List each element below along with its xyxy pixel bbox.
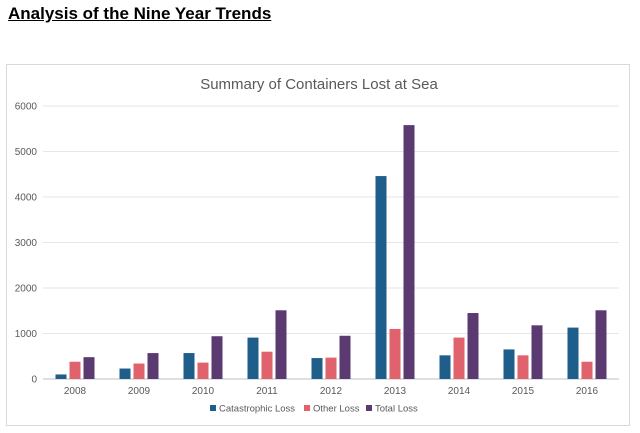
bar-other-loss-2011: [261, 351, 273, 379]
bar-catastrophic-loss-2015: [503, 349, 515, 379]
bar-other-loss-2010: [197, 362, 209, 379]
bar-total-loss-2010: [211, 336, 223, 379]
y-tick-label: 1000: [15, 329, 38, 340]
bar-other-loss-2012: [325, 357, 337, 379]
bar-total-loss-2015: [531, 325, 543, 379]
x-axis-ticks: 2008 2009 2010 2011 2012 2013 2014 2015 2016: [64, 386, 599, 397]
legend: Catastrophic Loss Other Loss Total Loss: [210, 404, 418, 415]
x-tick-label: 2010: [192, 386, 215, 397]
x-tick-label: 2011: [256, 386, 278, 397]
y-tick-label: 4000: [15, 193, 38, 204]
page-heading: Analysis of the Nine Year Trends: [8, 4, 272, 23]
bar-total-loss-2008: [83, 357, 95, 379]
bar-total-loss-2016: [595, 310, 607, 379]
bar-catastrophic-loss-2008: [55, 374, 67, 379]
x-tick-label: 2014: [448, 386, 471, 397]
x-tick-label: 2008: [64, 386, 87, 397]
bars: [55, 125, 607, 379]
y-axis-ticks: 0 1000 2000 3000 4000 5000 6000: [15, 102, 38, 386]
bar-other-loss-2015: [517, 355, 529, 379]
bar-chart: Summary of Containers Lost at Sea 0 1000 2…: [15, 76, 619, 415]
y-tick-label: 6000: [15, 102, 38, 113]
y-tick-label: 5000: [15, 147, 38, 158]
bar-catastrophic-loss-2011: [247, 337, 259, 379]
bar-catastrophic-loss-2009: [119, 368, 131, 379]
bar-other-loss-2009: [133, 363, 145, 379]
y-tick-label: 3000: [15, 238, 38, 249]
gridlines: [43, 105, 619, 380]
bar-other-loss-2013: [389, 328, 401, 379]
y-tick-label: 0: [31, 375, 37, 386]
legend-label: Catastrophic Loss: [219, 404, 295, 415]
legend-swatch: [366, 405, 372, 411]
x-tick-label: 2016: [576, 386, 599, 397]
bar-catastrophic-loss-2016: [567, 327, 579, 379]
x-tick-label: 2012: [320, 386, 343, 397]
bar-catastrophic-loss-2013: [375, 176, 387, 379]
x-tick-label: 2013: [384, 386, 407, 397]
chart-container: Summary of Containers Lost at Sea 0 1000 2…: [6, 64, 630, 426]
x-tick-label: 2015: [512, 386, 535, 397]
chart-title: Summary of Containers Lost at Sea: [200, 76, 438, 93]
bar-other-loss-2008: [69, 361, 81, 379]
bar-total-loss-2011: [275, 310, 287, 379]
bar-total-loss-2013: [403, 125, 415, 379]
bar-total-loss-2014: [467, 313, 479, 379]
bar-catastrophic-loss-2010: [183, 353, 195, 379]
legend-label: Other Loss: [313, 404, 360, 415]
bar-catastrophic-loss-2014: [439, 355, 451, 379]
x-tick-label: 2009: [128, 386, 151, 397]
bar-other-loss-2016: [581, 361, 593, 379]
bar-total-loss-2012: [339, 335, 351, 379]
legend-label: Total Loss: [375, 404, 418, 415]
bar-other-loss-2014: [453, 337, 465, 379]
bar-catastrophic-loss-2012: [311, 358, 323, 379]
legend-swatch: [210, 405, 216, 411]
y-tick-label: 2000: [15, 284, 38, 295]
legend-swatch: [304, 405, 310, 411]
bar-total-loss-2009: [147, 353, 159, 379]
